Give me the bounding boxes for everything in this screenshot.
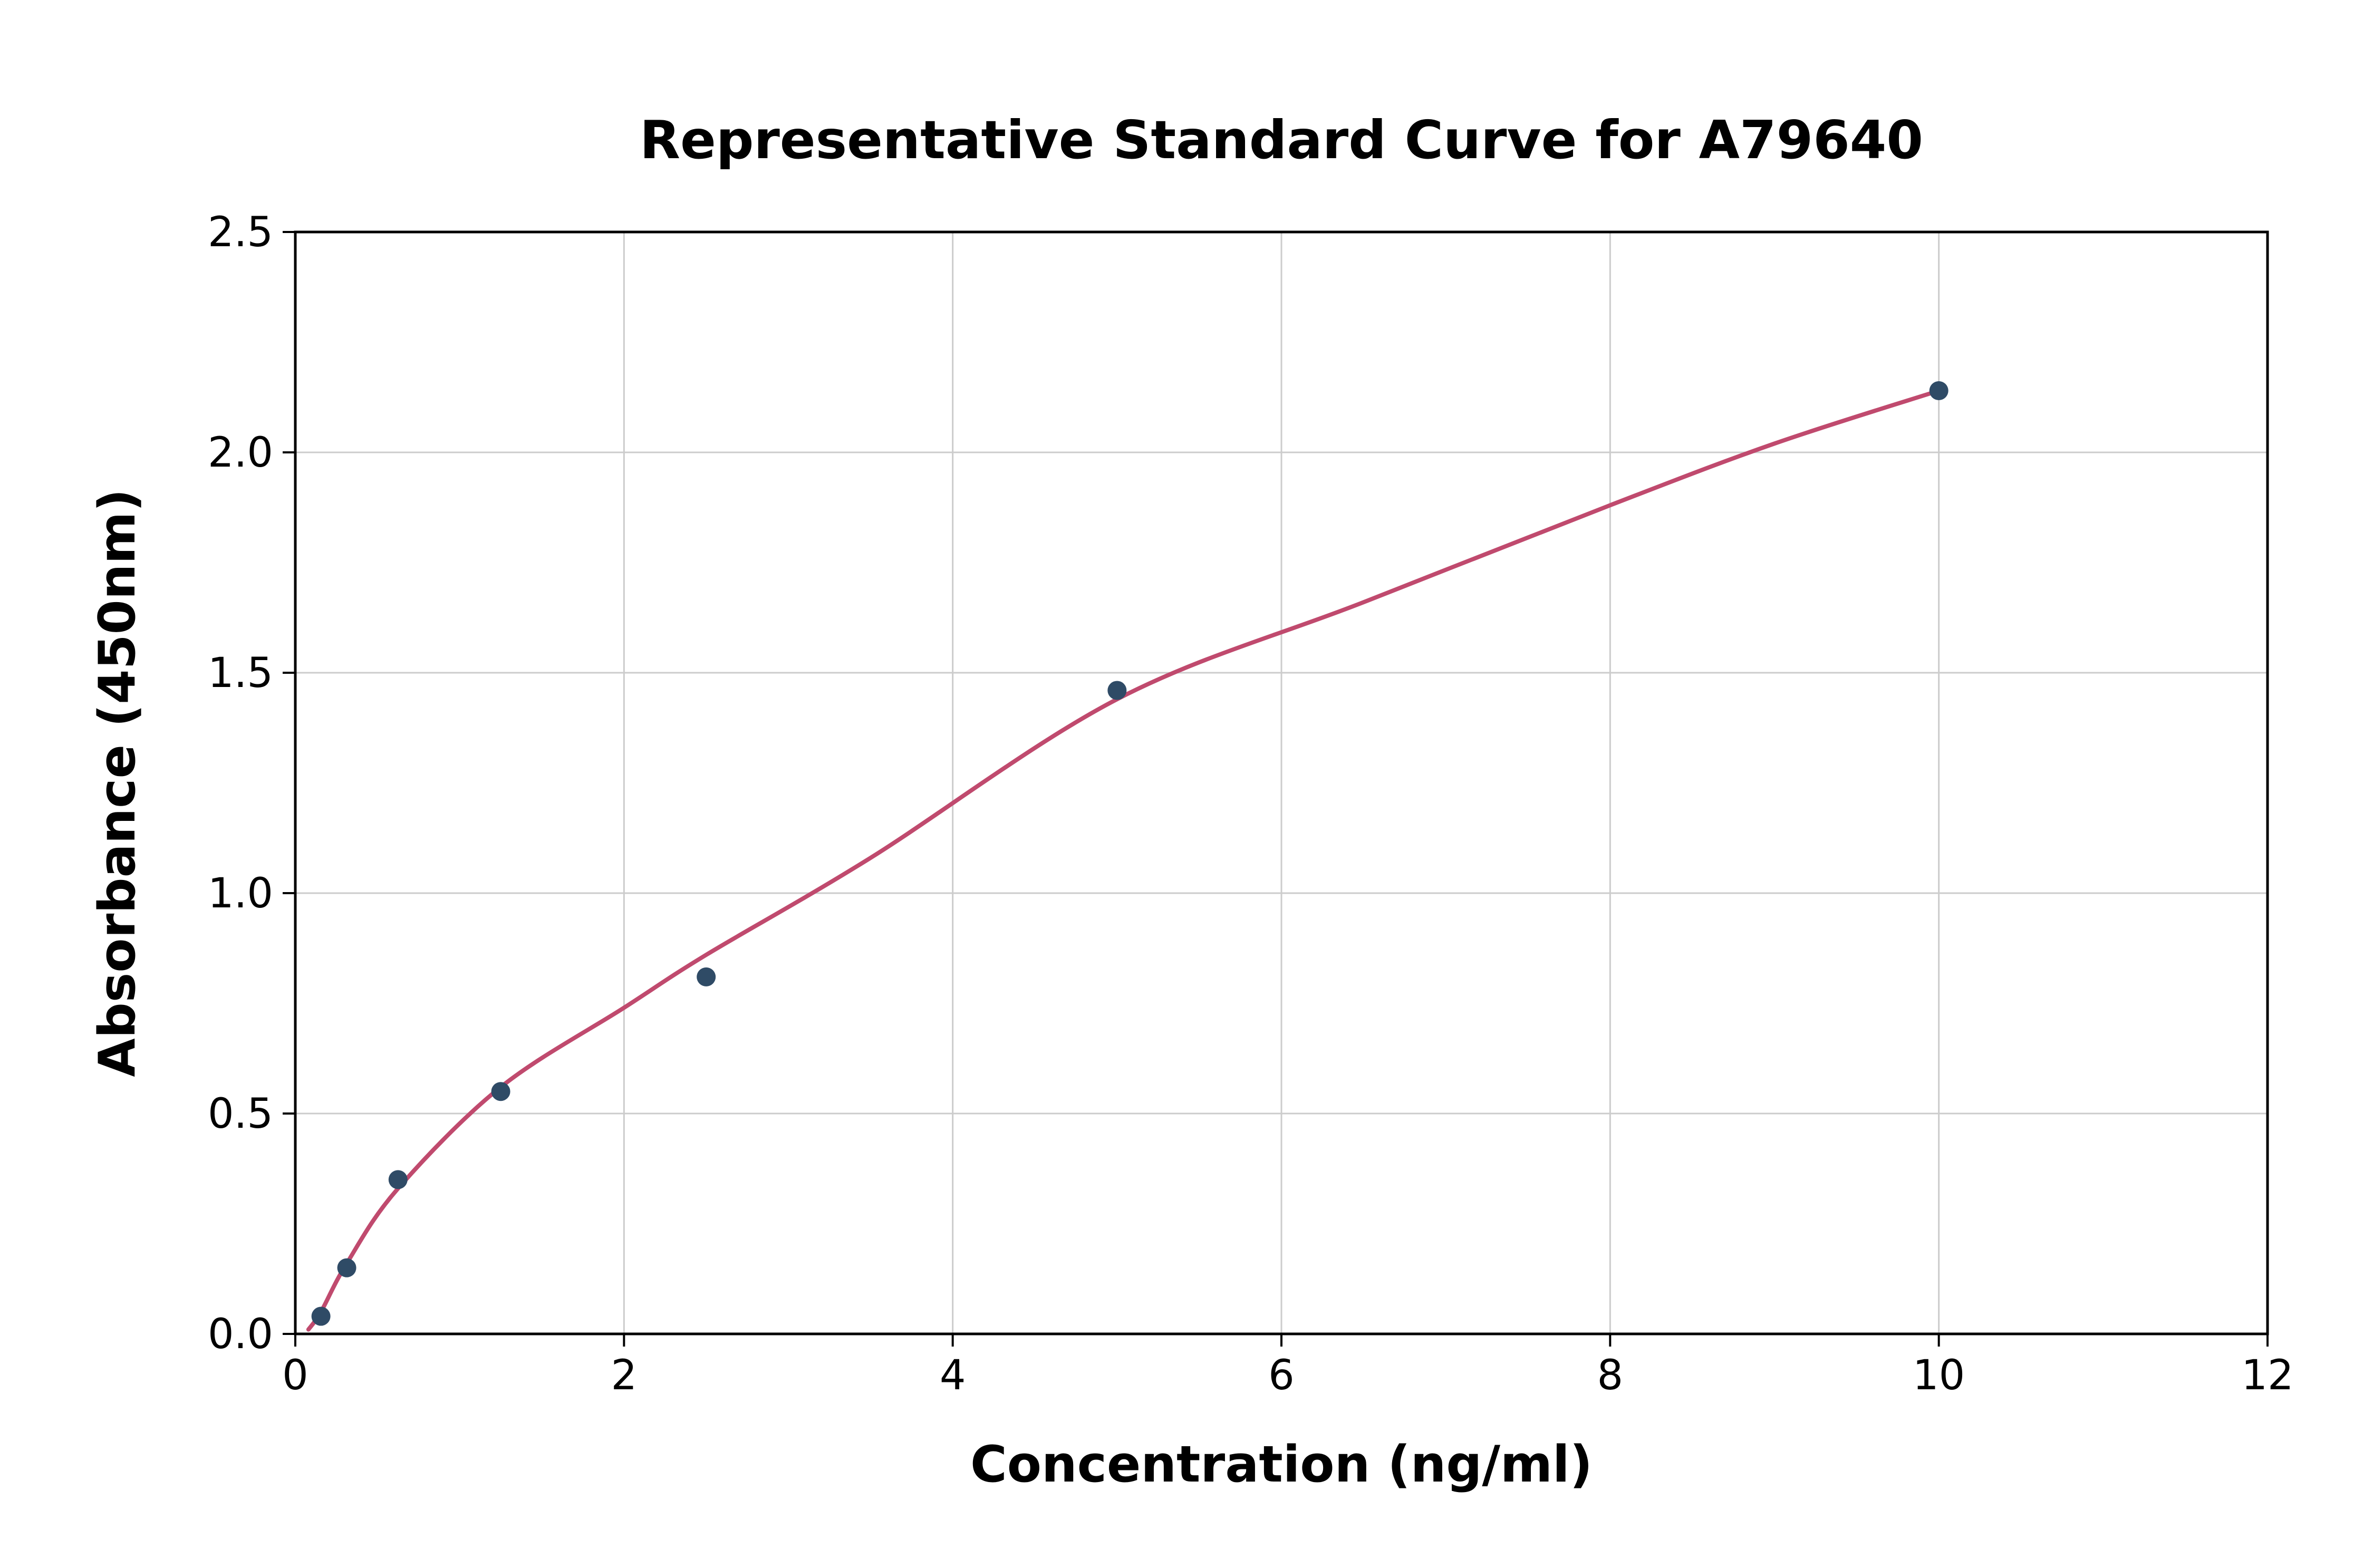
x-tick-label: 12 [2241,1352,2293,1399]
data-point [1107,681,1127,700]
y-tick-label: 0.0 [208,1311,273,1358]
data-point [697,967,716,986]
data-point [491,1082,510,1101]
x-axis-label: Concentration (ng/ml) [970,1436,1593,1494]
x-tick-label: 4 [940,1352,966,1399]
y-tick-label: 2.5 [208,209,273,256]
y-tick-label: 2.0 [208,429,273,477]
data-point [388,1170,408,1189]
y-tick-label: 0.5 [208,1090,273,1138]
y-axis-label: Absorbance (450nm) [89,489,147,1077]
x-tick-label: 10 [1913,1352,1965,1399]
x-tick-label: 6 [1268,1352,1295,1399]
x-tick-label: 2 [611,1352,638,1399]
data-point [337,1258,356,1277]
data-point [1929,381,1948,400]
y-tick-label: 1.0 [208,870,273,917]
x-tick-label: 0 [282,1352,308,1399]
y-tick-label: 1.5 [208,650,273,697]
x-tick-label: 8 [1597,1352,1624,1399]
chart-title: Representative Standard Curve for A79640 [640,109,1923,171]
data-point [311,1306,331,1326]
